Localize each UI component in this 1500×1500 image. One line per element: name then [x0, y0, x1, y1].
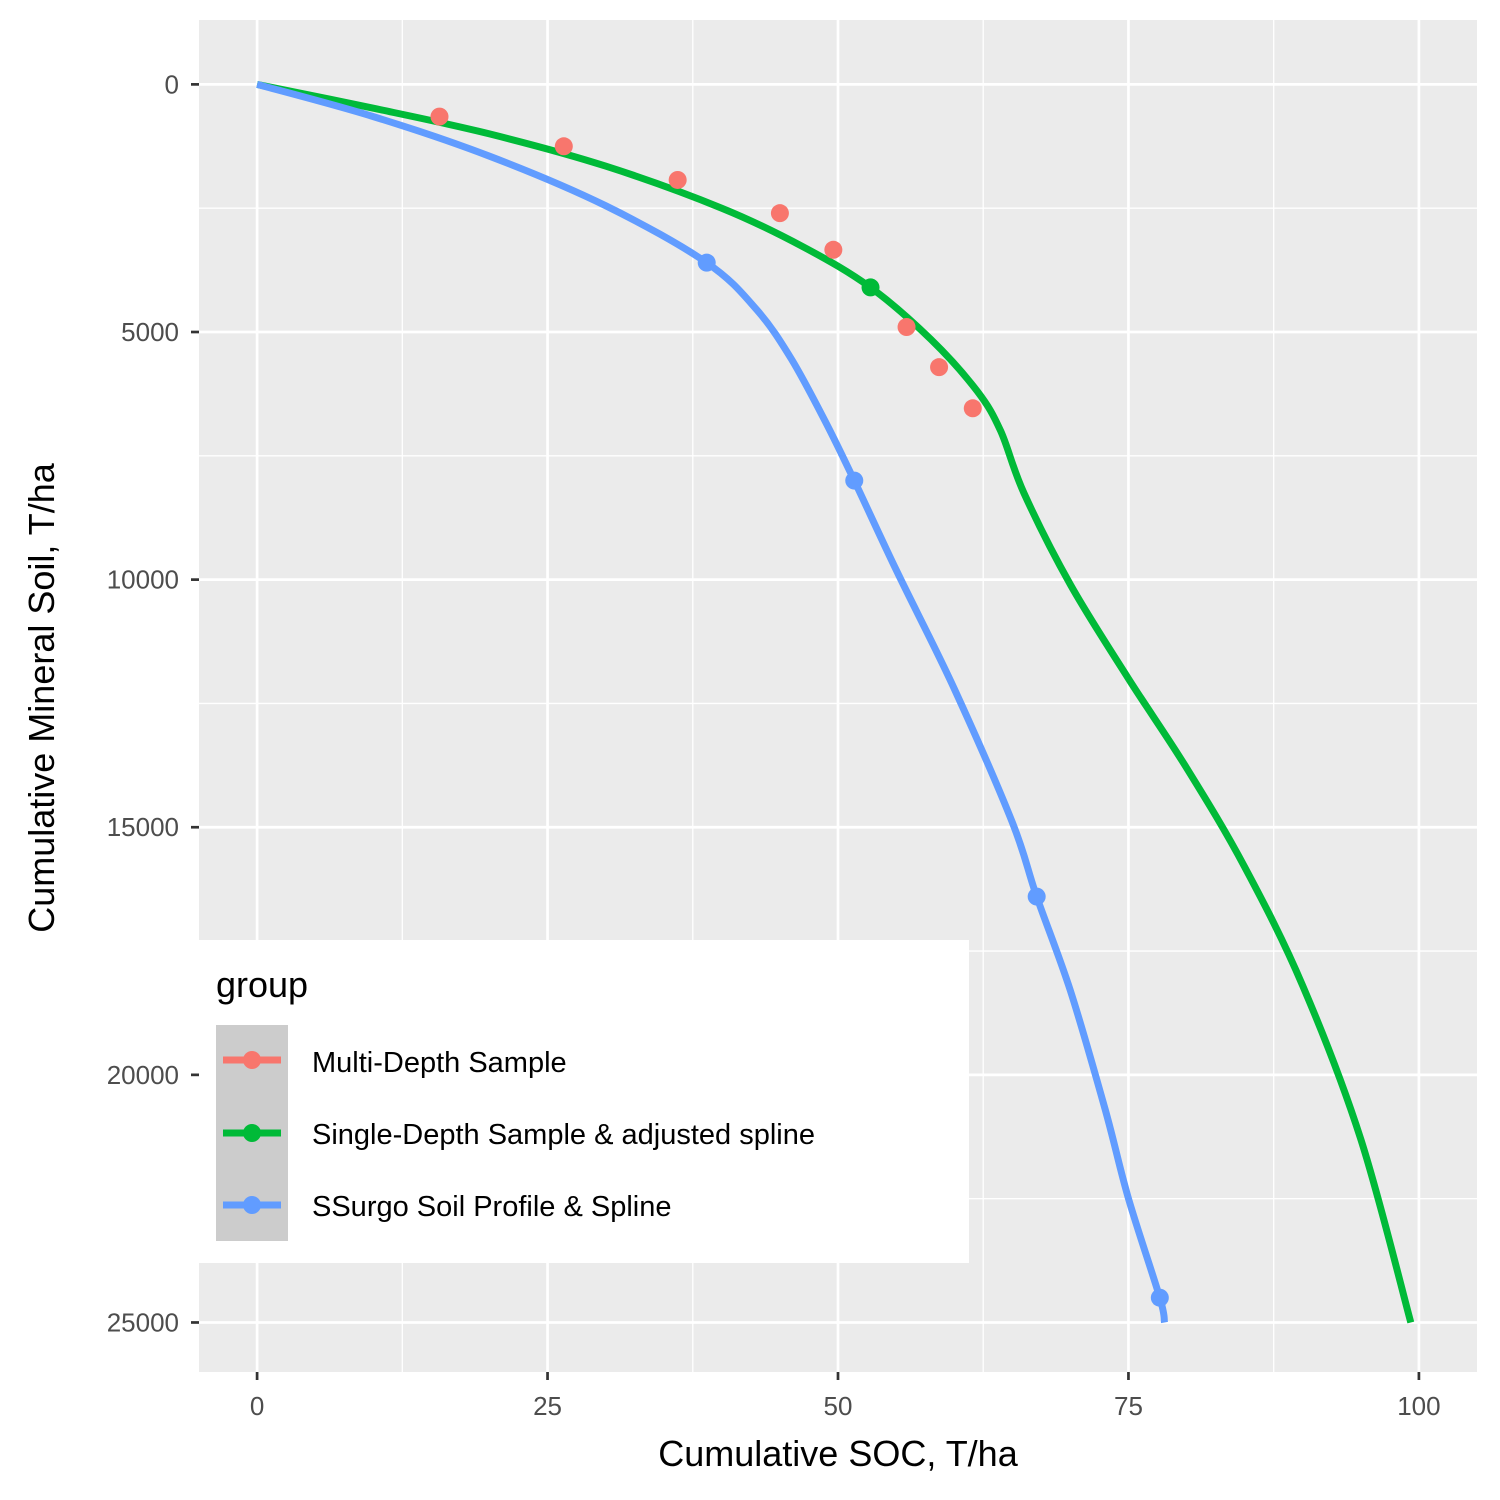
data-point-multi-depth-sample	[824, 240, 843, 259]
data-point-multi-depth-sample	[897, 318, 916, 337]
x-tick-label: 75	[1114, 1391, 1143, 1421]
axis-ticks	[191, 83, 1421, 1380]
y-tick-label: 5000	[121, 317, 179, 347]
data-point-ssurgo-soil-profile-spline	[1027, 887, 1046, 906]
y-tick-label: 20000	[107, 1060, 179, 1090]
y-tick-labels: 0 5000 10000 15000 20000 25000	[107, 69, 179, 1337]
legend: group Multi-Depth Sample Single-Depth Sa…	[199, 940, 969, 1263]
data-point-multi-depth-sample	[770, 204, 789, 223]
data-point-single-depth-sample-adjusted-spline	[861, 278, 880, 297]
y-tick-label: 25000	[107, 1307, 179, 1337]
data-point-ssurgo-soil-profile-spline	[845, 471, 864, 490]
x-tick-label: 100	[1397, 1391, 1440, 1421]
legend-key-point-multi-depth-sample	[243, 1051, 261, 1069]
legend-box	[199, 940, 969, 1263]
legend-label-multi-depth: Multi-Depth Sample	[312, 1047, 567, 1079]
data-point-ssurgo-soil-profile-spline	[1150, 1288, 1169, 1307]
legend-label-single-depth: Single-Depth Sample & adjusted spline	[312, 1119, 815, 1151]
legend-title: group	[216, 964, 308, 1005]
x-tick-label: 25	[533, 1391, 562, 1421]
x-axis-title: Cumulative SOC, T/ha	[658, 1433, 1018, 1474]
data-point-multi-depth-sample	[963, 399, 982, 418]
x-tick-label: 0	[250, 1391, 264, 1421]
data-point-multi-depth-sample	[430, 107, 449, 126]
data-point-multi-depth-sample	[668, 170, 687, 189]
legend-key-point-single-depth-sample-adjusted-spline	[243, 1124, 261, 1142]
y-axis-title: Cumulative Mineral Soil, T/ha	[21, 462, 62, 933]
y-tick-label: 10000	[107, 565, 179, 595]
series-line-single-depth-sample-adjusted-spline	[256, 80, 1415, 1324]
legend-label-ssurgo: SSurgo Soil Profile & Spline	[312, 1191, 671, 1223]
data-point-multi-depth-sample	[930, 358, 949, 377]
data-point-ssurgo-soil-profile-spline	[697, 253, 716, 272]
y-tick-label: 0	[165, 69, 179, 99]
series-layer	[256, 80, 1415, 1324]
y-tick-label: 15000	[107, 812, 179, 842]
x-tick-labels: 0 25 50 75 100	[250, 1391, 1441, 1421]
legend-key-point-ssurgo-soil-profile-spline	[243, 1196, 261, 1214]
legend-keys	[216, 1025, 288, 1241]
series-line-ssurgo-soil-profile-spline	[256, 81, 1168, 1324]
data-point-multi-depth-sample	[554, 137, 573, 156]
x-tick-label: 50	[824, 1391, 853, 1421]
